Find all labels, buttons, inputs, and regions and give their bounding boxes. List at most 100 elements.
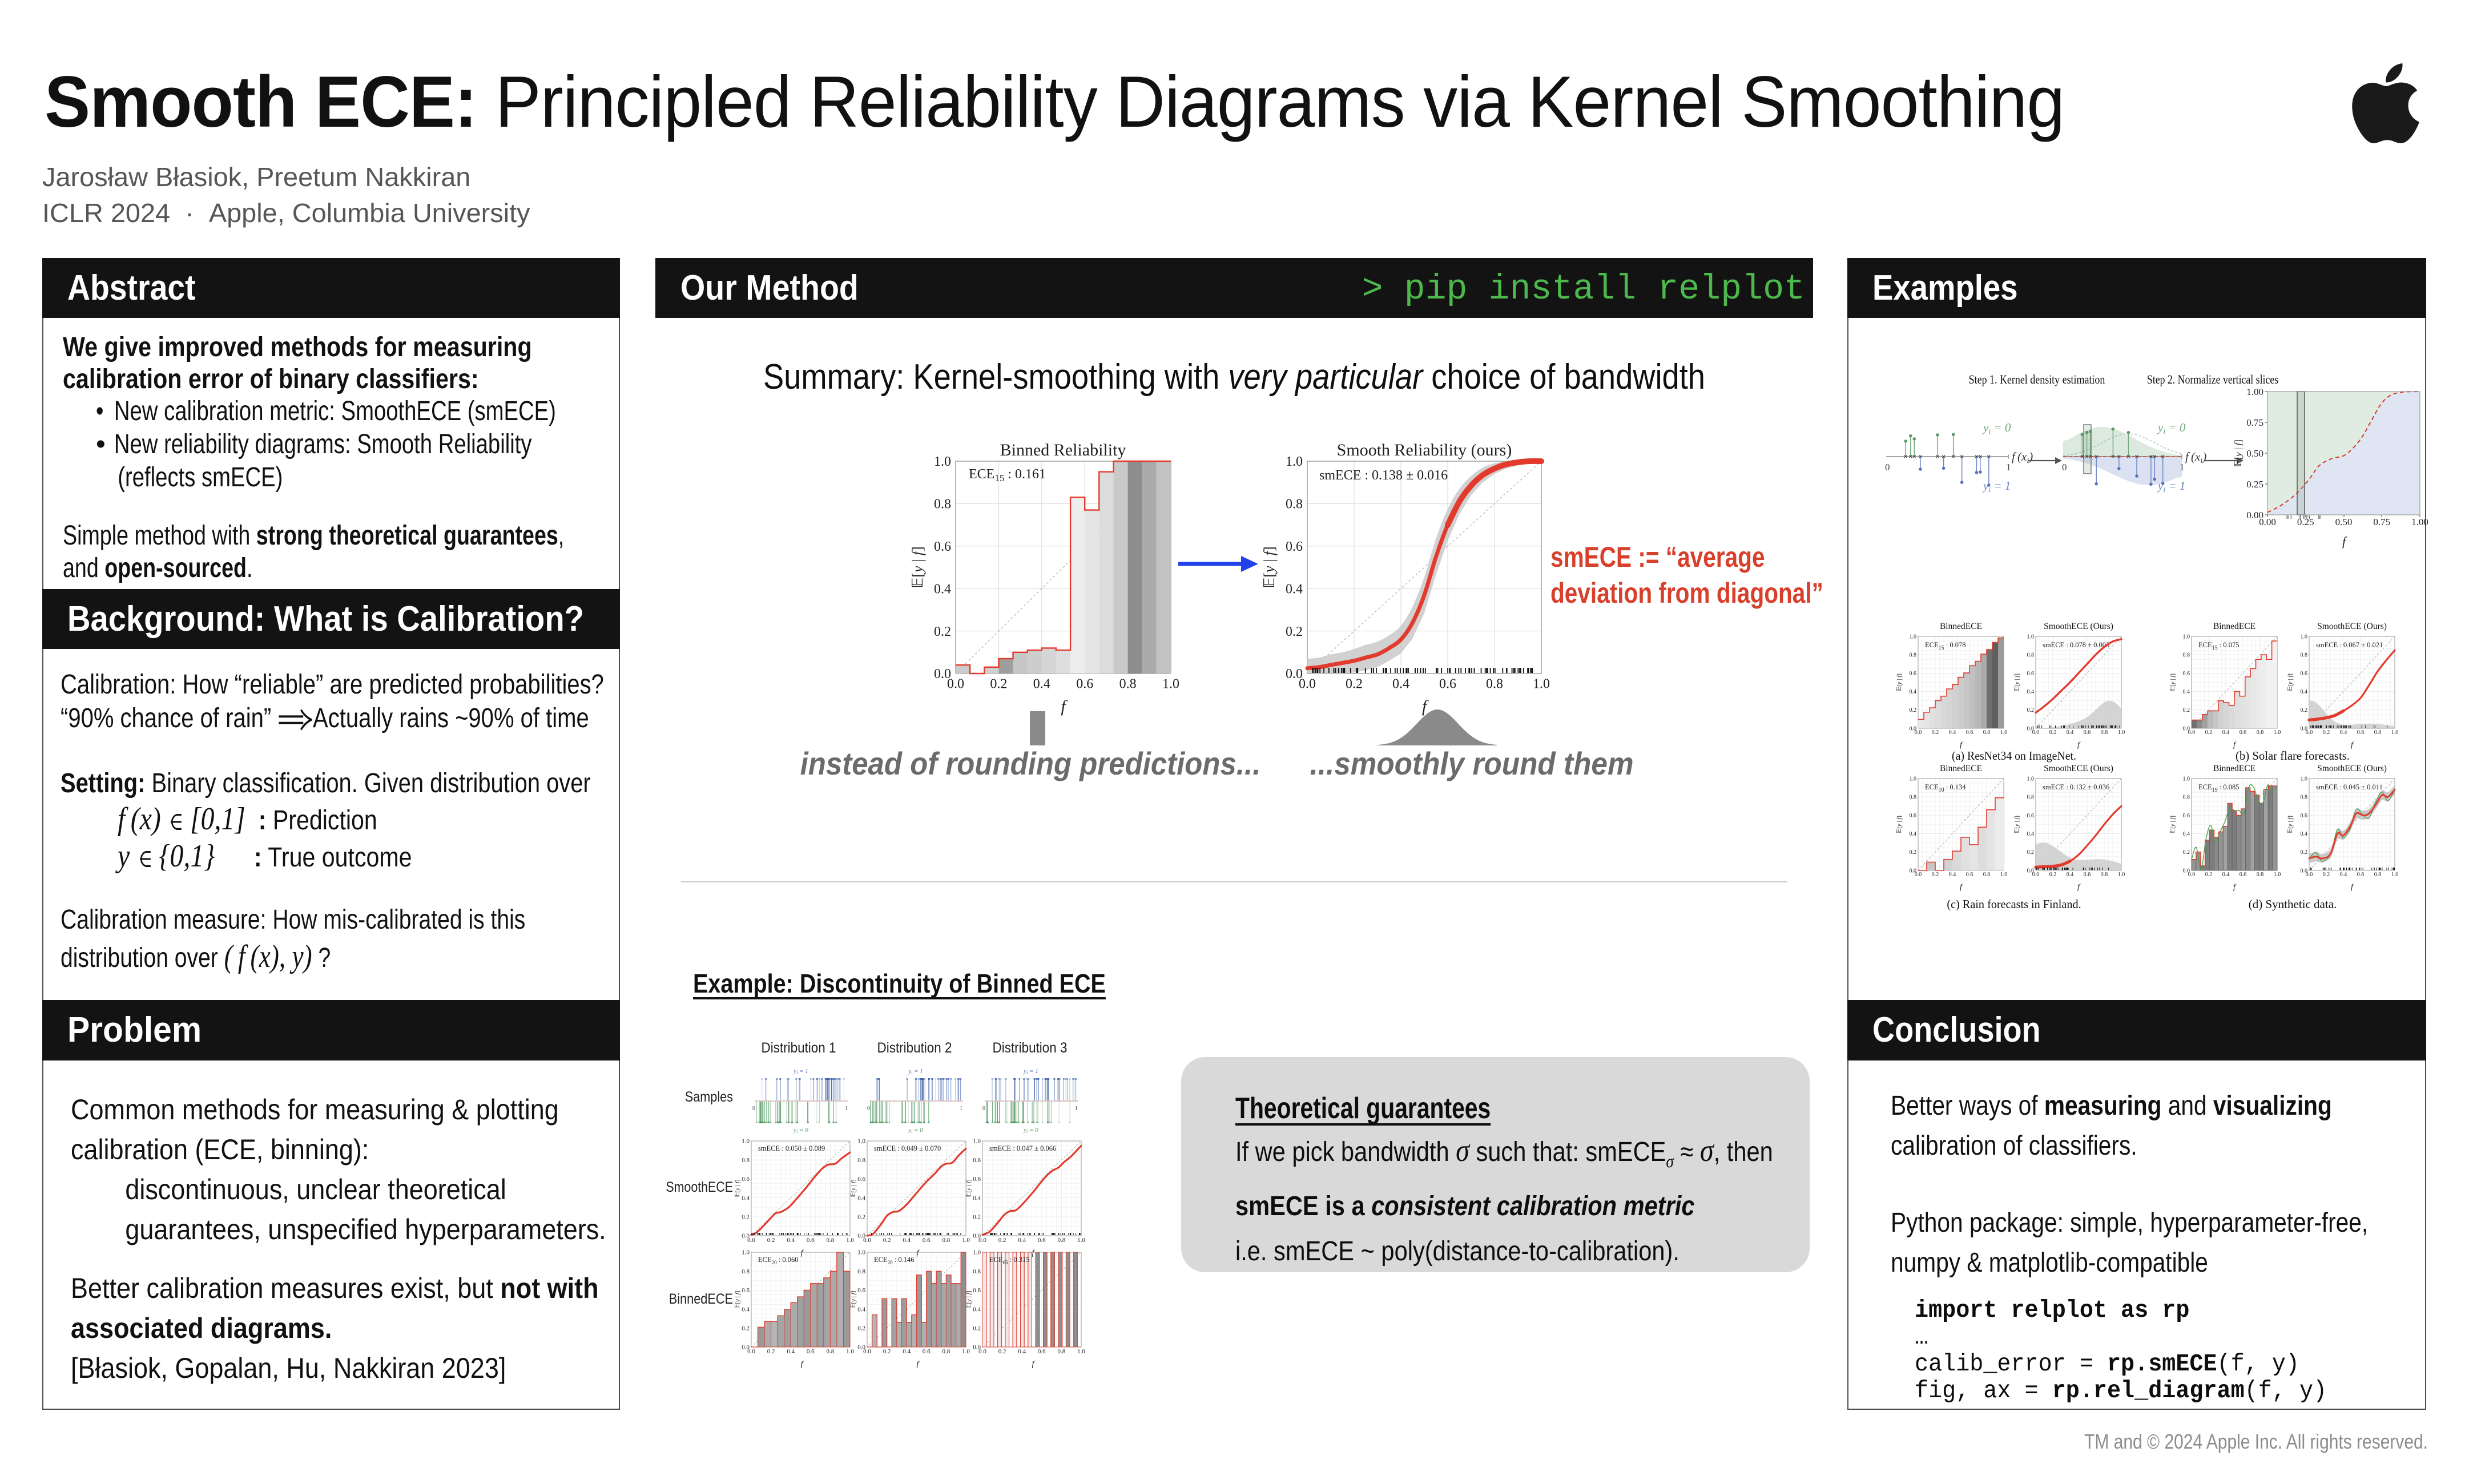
svg-text:0.2: 0.2	[883, 1348, 891, 1355]
svg-text:1.0: 1.0	[1162, 676, 1179, 691]
svg-text:0.2: 0.2	[2205, 872, 2213, 878]
svg-text:0.4: 0.4	[1033, 676, 1050, 691]
svg-text:yi = 0: yi = 0	[1023, 1127, 1038, 1134]
svg-text:0.6: 0.6	[973, 1287, 981, 1294]
svg-text:𝔼[y | f]: 𝔼[y | f]	[2013, 816, 2020, 833]
svg-text:1.0: 1.0	[2183, 776, 2190, 782]
svg-text:0.8: 0.8	[2027, 652, 2035, 659]
svg-text:1.00: 1.00	[2411, 517, 2428, 527]
svg-text:1.0: 1.0	[2391, 872, 2399, 878]
svg-text:ECE19 : 0.085: ECE19 : 0.085	[2198, 783, 2239, 793]
svg-text:𝔼[y | f]: 𝔼[y | f]	[850, 1291, 857, 1308]
svg-text:0.0: 0.0	[973, 1233, 981, 1240]
svg-text:ECE10 : 0.134: ECE10 : 0.134	[1925, 783, 1966, 793]
svg-text:1.0: 1.0	[1077, 1237, 1085, 1244]
svg-text:𝔼[y | f]: 𝔼[y | f]	[2287, 674, 2294, 691]
svg-text:0.8: 0.8	[2374, 872, 2382, 878]
svg-text:0.4: 0.4	[973, 1306, 981, 1313]
svg-text:0.2: 0.2	[2183, 707, 2190, 713]
svg-text:✕: ✕	[2080, 454, 2084, 461]
svg-text:0.2: 0.2	[934, 624, 951, 639]
svg-text:0.4: 0.4	[2301, 831, 2308, 837]
svg-text:✕: ✕	[2161, 454, 2165, 461]
svg-text:1.0: 1.0	[742, 1249, 750, 1256]
svg-text:0.4: 0.4	[1949, 729, 1956, 736]
svg-text:0.6: 0.6	[742, 1287, 750, 1294]
svg-text:0.6: 0.6	[2301, 671, 2308, 677]
svg-text:0.2: 0.2	[998, 1237, 1006, 1244]
svg-text:1.0: 1.0	[962, 1237, 970, 1244]
svg-text:0.6: 0.6	[1966, 729, 1973, 736]
svg-text:0.8: 0.8	[1910, 795, 1917, 801]
svg-text:0.4: 0.4	[742, 1306, 750, 1313]
svg-text:1: 1	[1075, 1106, 1078, 1112]
svg-text:0.0: 0.0	[742, 1233, 750, 1240]
svg-text:0.0: 0.0	[747, 1237, 755, 1244]
svg-text:0.4: 0.4	[2340, 872, 2347, 878]
svg-text:0.0: 0.0	[863, 1237, 871, 1244]
svg-text:0.4: 0.4	[1949, 872, 1956, 878]
svg-text:0: 0	[867, 1106, 870, 1112]
svg-text:0.2: 0.2	[973, 1325, 981, 1332]
svg-text:yi = 1: yi = 1	[1982, 479, 2011, 494]
svg-text:0.2: 0.2	[2049, 872, 2057, 878]
svg-text:0.0: 0.0	[2032, 729, 2040, 736]
svg-text:f: f	[917, 1360, 920, 1369]
svg-text:Binned Reliability: Binned Reliability	[1000, 441, 1126, 459]
svg-text:𝔼[y | f]: 𝔼[y | f]	[2169, 816, 2176, 833]
svg-text:f: f	[1960, 741, 1963, 749]
svg-text:1.0: 1.0	[2391, 729, 2399, 736]
svg-text:0.2: 0.2	[857, 1325, 865, 1332]
svg-text:0.8: 0.8	[2257, 729, 2264, 736]
svg-text:1.0: 1.0	[1910, 634, 1917, 640]
svg-text:𝔼[y | f]: 𝔼[y | f]	[2287, 816, 2294, 833]
svg-text:0.6: 0.6	[807, 1348, 815, 1355]
svg-text:f: f	[2233, 883, 2237, 892]
svg-text:0.2: 0.2	[1910, 707, 1917, 713]
svg-text:f: f	[801, 1360, 804, 1369]
svg-text:smECE : 0.078 ± 0.003: smECE : 0.078 ± 0.003	[2043, 641, 2109, 649]
svg-text:BinnedECE: BinnedECE	[2213, 764, 2255, 773]
svg-text:1.0: 1.0	[973, 1138, 981, 1145]
svg-text:𝔼[y | f]: 𝔼[y | f]	[965, 1291, 972, 1308]
svg-text:0.0: 0.0	[934, 667, 951, 681]
svg-text:0.00: 0.00	[2259, 517, 2276, 527]
svg-text:f: f	[2351, 741, 2354, 749]
svg-text:0.2: 0.2	[973, 1214, 981, 1221]
svg-text:0.4: 0.4	[2183, 831, 2190, 837]
svg-text:0.0: 0.0	[1299, 676, 1316, 691]
svg-text:0.6: 0.6	[2240, 872, 2247, 878]
svg-text:0.6: 0.6	[1076, 676, 1093, 691]
svg-text:0.6: 0.6	[1038, 1237, 1046, 1244]
svg-text:0.6: 0.6	[923, 1348, 931, 1355]
svg-text:f: f	[1960, 883, 1963, 892]
svg-text:0.8: 0.8	[1486, 676, 1503, 691]
svg-text:0.8: 0.8	[2374, 729, 2382, 736]
svg-text:0.0: 0.0	[2301, 868, 2308, 874]
svg-text:✕: ✕	[1935, 454, 1940, 461]
svg-text:0.8: 0.8	[943, 1237, 950, 1244]
svg-text:✕: ✕	[2117, 454, 2121, 461]
svg-text:𝔼[y | f]: 𝔼[y | f]	[2169, 674, 2176, 691]
svg-text:0.4: 0.4	[2067, 729, 2074, 736]
svg-text:smECE : 0.138 ± 0.016: smECE : 0.138 ± 0.016	[1319, 468, 1448, 483]
svg-text:0.2: 0.2	[1932, 729, 1939, 736]
svg-text:ECE15 : 0.078: ECE15 : 0.078	[1925, 641, 1965, 651]
svg-text:0.8: 0.8	[1286, 497, 1303, 512]
svg-text:0.2: 0.2	[2323, 729, 2330, 736]
svg-text:0.25: 0.25	[2246, 479, 2263, 490]
svg-text:0.2: 0.2	[1346, 676, 1363, 691]
svg-text:0.50: 0.50	[2246, 448, 2263, 459]
svg-text:✕: ✕	[1951, 454, 1956, 461]
svg-text:0.0: 0.0	[2027, 725, 2035, 732]
svg-text:f: f	[2351, 883, 2354, 892]
svg-text:yi = 0: yi = 0	[2157, 421, 2186, 436]
svg-text:1: 1	[960, 1106, 962, 1112]
svg-text:0.4: 0.4	[857, 1195, 865, 1201]
svg-text:ECE15 : 0.161: ECE15 : 0.161	[969, 467, 1046, 483]
svg-text:0.4: 0.4	[2222, 872, 2230, 878]
svg-text:0.6: 0.6	[934, 539, 951, 554]
svg-text:0.4: 0.4	[2340, 729, 2347, 736]
svg-text:0.4: 0.4	[934, 582, 951, 596]
svg-text:0.8: 0.8	[943, 1348, 950, 1355]
